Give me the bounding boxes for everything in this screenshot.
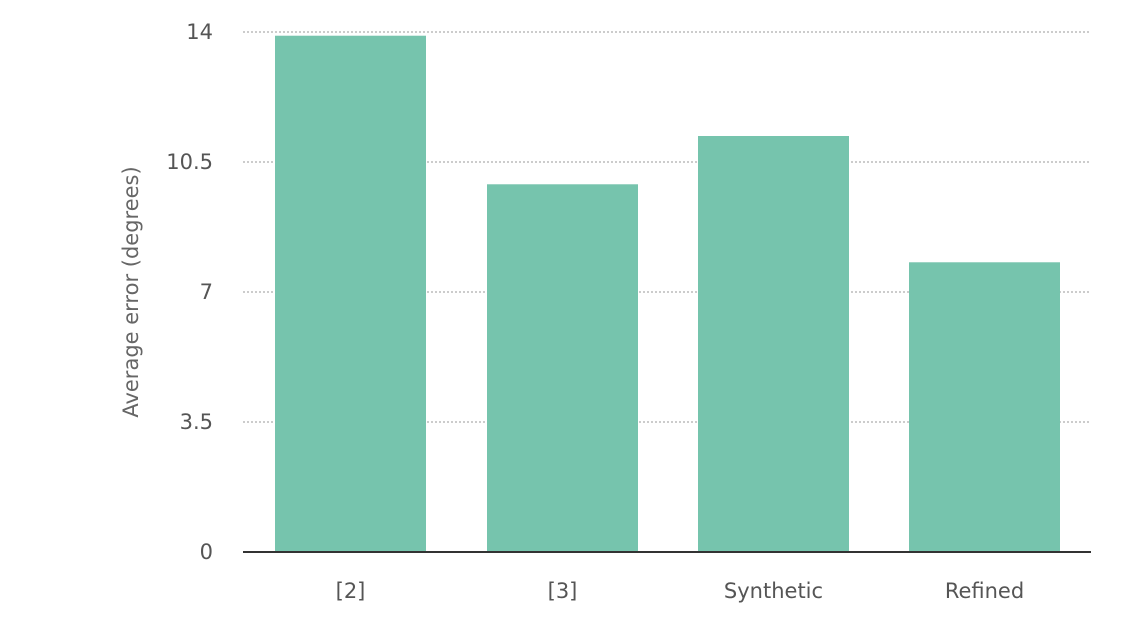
bar [698,136,849,552]
y-tick-label: 0 [200,540,213,564]
y-axis-title: Average error (degrees) [119,166,143,417]
bar [487,184,638,553]
y-tick-label: 14 [186,20,213,44]
x-tick-label: [3] [548,579,578,603]
y-axis-ticks: 0 3.5 7 10.5 14 [166,20,213,564]
x-axis-ticks: [2] [3] Synthetic Refined [336,579,1025,603]
x-tick-label: [2] [336,579,366,603]
x-tick-label: Refined [945,579,1024,603]
y-tick-label: 3.5 [180,410,213,434]
x-tick-label: Synthetic [724,579,823,603]
y-tick-label: 10.5 [166,150,213,174]
bar [275,35,426,552]
y-tick-label: 7 [200,280,213,304]
bar [909,262,1060,552]
bars [275,35,1060,553]
